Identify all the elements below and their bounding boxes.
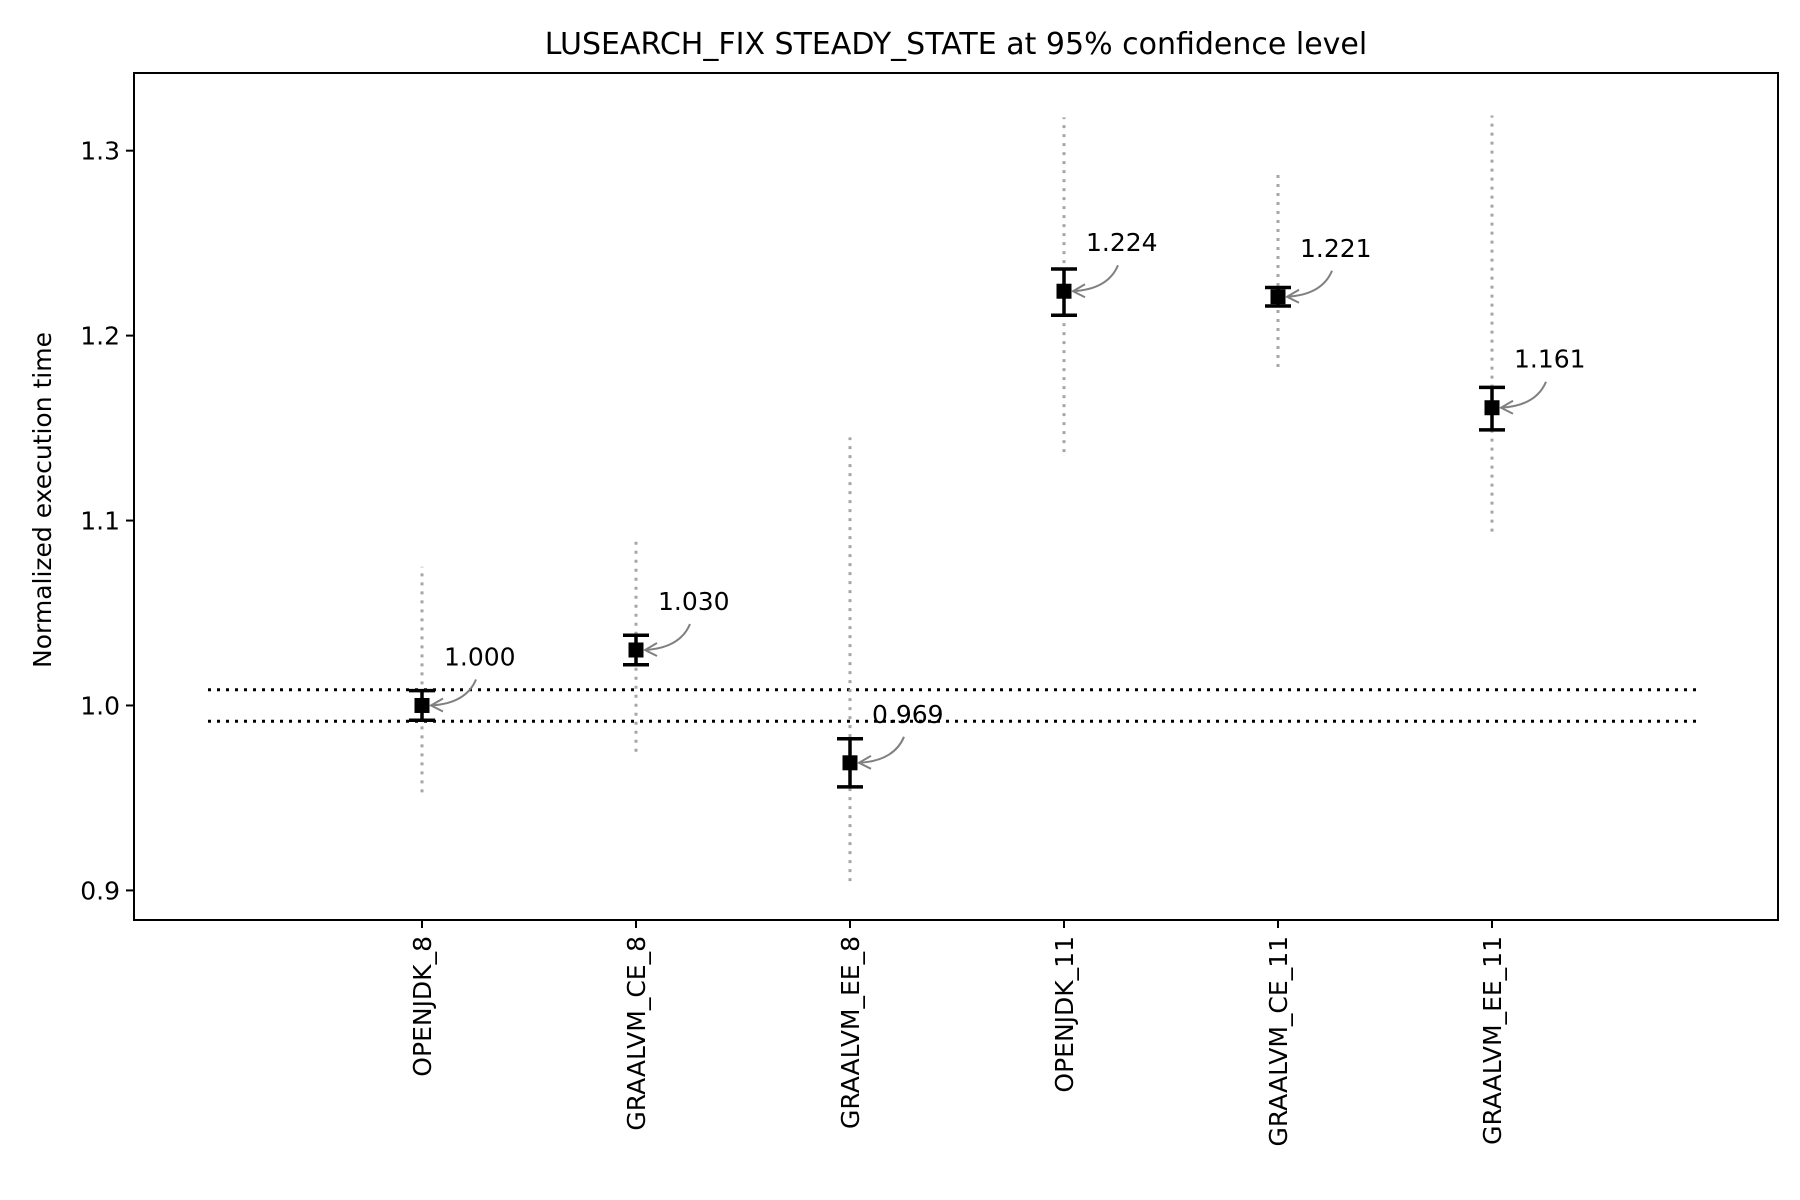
x-tick-label: GRAALVM_EE_8	[836, 936, 865, 1129]
data-label: 0.969	[872, 700, 944, 729]
y-tick-label: 1.2	[80, 322, 120, 351]
data-point	[1270, 289, 1286, 305]
y-axis: 0.9 1.0 1.1 1.2 1.3	[80, 137, 134, 905]
y-tick-label: 1.1	[80, 507, 120, 536]
data-label: 1.030	[658, 587, 730, 616]
x-axis: OPENJDK_8 GRAALVM_CE_8 GRAALVM_EE_8 OPENJDK…	[408, 920, 1507, 1147]
x-tick-label: OPENJDK_11	[1050, 936, 1079, 1093]
annotation-arrowhead	[1498, 399, 1514, 415]
x-tick-label: GRAALVM_CE_11	[1264, 936, 1293, 1147]
data-label: 1.221	[1300, 234, 1372, 263]
annotation-arrow	[1500, 381, 1547, 409]
y-tick-label: 1.3	[80, 137, 120, 166]
y-tick-label: 1.0	[80, 691, 120, 720]
annotation-arrowhead	[1284, 288, 1300, 304]
y-tick-label: 0.9	[80, 876, 120, 905]
annotation-arrowhead	[642, 642, 658, 657]
plot-frame	[133, 72, 1779, 921]
annotation-arrowhead	[428, 697, 444, 713]
x-tick-label: GRAALVM_CE_8	[622, 936, 651, 1131]
chart-title: LUSEARCH_FIX STEADY_STATE at 95% confide…	[545, 27, 1367, 62]
data-label: 1.161	[1514, 345, 1586, 374]
data-label: 1.000	[444, 642, 516, 671]
annotation-arrow	[644, 623, 691, 651]
data-point	[414, 697, 430, 713]
data-point	[1484, 400, 1500, 416]
x-tick-label: OPENJDK_8	[408, 936, 437, 1077]
data-point	[628, 642, 644, 658]
annotation-arrow	[1286, 270, 1333, 298]
data-point	[1056, 283, 1072, 299]
data-point	[842, 755, 858, 771]
annotation-arrowhead	[1070, 283, 1086, 299]
y-axis-label: Normalized execution time	[28, 332, 57, 668]
annotation-arrow	[430, 679, 477, 707]
data-label: 1.224	[1086, 228, 1158, 257]
annotation-arrowhead	[856, 754, 872, 770]
plot-content: 1.000 1.030 0.969 1.224 1.221 1.161	[208, 115, 1700, 882]
annotation-arrow	[1072, 264, 1119, 293]
x-tick-label: GRAALVM_EE_11	[1478, 936, 1507, 1145]
annotation-arrow	[858, 736, 905, 764]
